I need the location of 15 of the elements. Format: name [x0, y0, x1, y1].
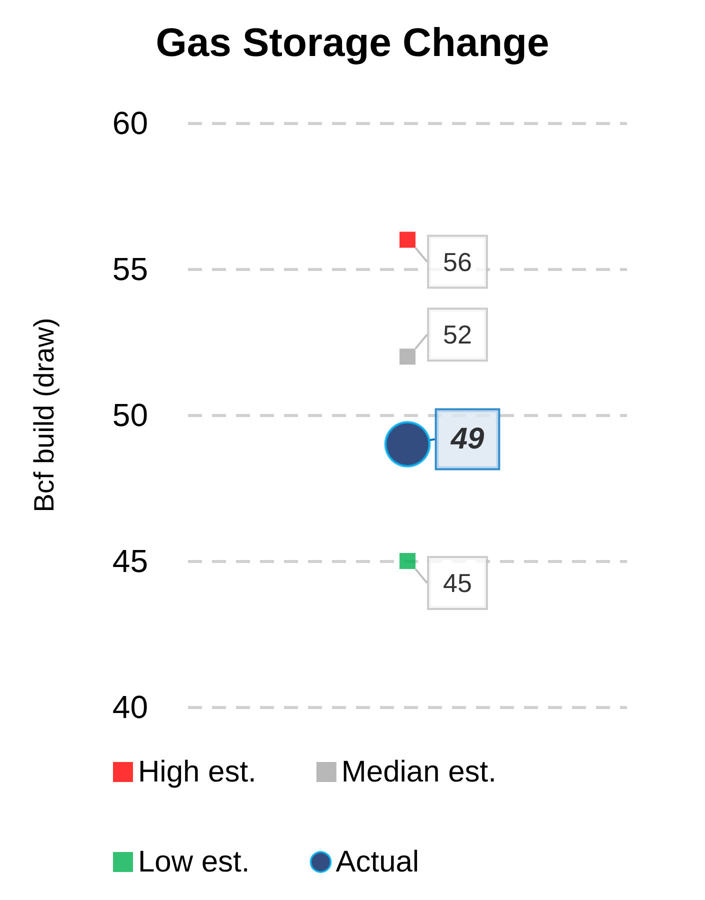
legend-label: Low est.: [138, 846, 250, 878]
chart-title: Gas Storage Change: [156, 21, 550, 65]
y-tick-label: 55: [112, 251, 148, 287]
y-tick-label: 60: [112, 105, 148, 141]
data-label: 49: [450, 422, 484, 456]
data-label: 52: [443, 320, 472, 350]
y-tick-label: 50: [112, 397, 148, 433]
y-axis-title: Bcf build (draw): [28, 318, 60, 512]
y-tick-label: 45: [112, 543, 148, 579]
legend-label: Actual: [336, 846, 420, 878]
data-label: 45: [443, 568, 472, 598]
y-tick-label: 40: [112, 689, 148, 725]
legend-label: Median est.: [341, 756, 496, 788]
data-label: 56: [443, 246, 472, 277]
legend-label: High est.: [138, 756, 256, 788]
